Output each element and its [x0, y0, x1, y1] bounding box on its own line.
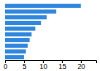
x-tick-label: 15	[58, 63, 66, 70]
x-tick: 0	[4, 60, 8, 70]
x-tick: 10	[40, 60, 48, 70]
x-axis: 0 5 10 15 20	[4, 60, 97, 70]
bar	[5, 9, 56, 13]
bar	[5, 44, 28, 48]
bar	[5, 21, 41, 25]
bars	[5, 4, 81, 59]
x-tick: 15	[58, 60, 66, 70]
bar	[5, 4, 81, 8]
x-tick-label: 0	[4, 63, 8, 70]
bar	[5, 15, 47, 19]
bar	[5, 32, 32, 36]
x-tick: 5	[23, 60, 27, 70]
x-tick-label: 5	[23, 63, 27, 70]
x-tick: 20	[77, 60, 85, 70]
x-tick-label: 20	[77, 63, 85, 70]
bar	[5, 38, 30, 42]
bar	[5, 55, 24, 59]
bar	[5, 49, 26, 53]
chart: 0 5 10 15 20	[0, 0, 100, 71]
plot-area: 0 5 10 15 20	[4, 4, 97, 71]
bar	[5, 27, 35, 31]
x-tick-label: 10	[40, 63, 48, 70]
